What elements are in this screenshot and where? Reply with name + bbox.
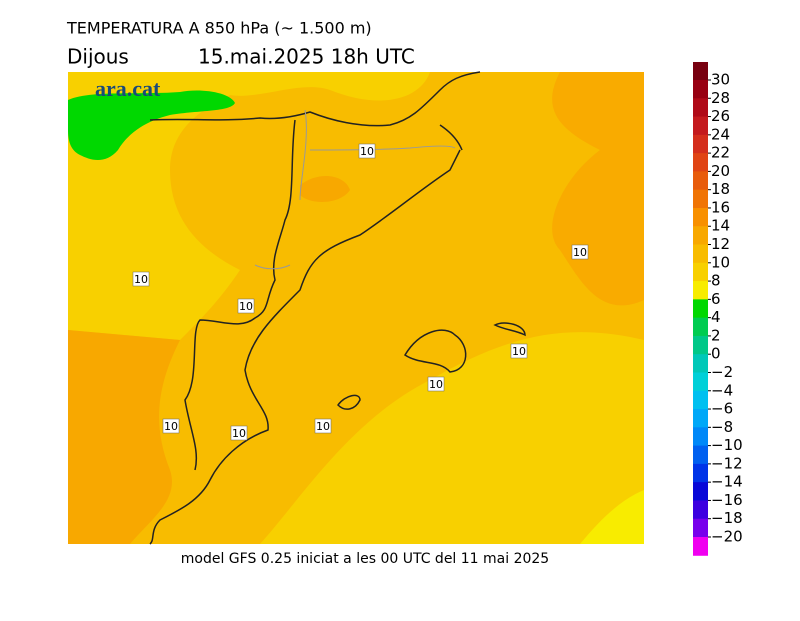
colorbar-label: −8	[711, 418, 733, 436]
contour-label-box	[358, 143, 376, 159]
colorbar-swatch	[693, 372, 708, 392]
colorbar-label: −16	[711, 491, 743, 509]
colorbar-swatch	[693, 317, 708, 337]
colorbar-label: 0	[711, 345, 721, 363]
contour-label-box	[230, 425, 248, 441]
contour-label-box	[314, 418, 332, 434]
colorbar-swatch	[693, 207, 708, 227]
footer: model GFS 0.25 iniciat a les 00 UTC del …	[181, 551, 549, 567]
colorbar-label: −12	[711, 454, 743, 472]
colorbar-swatch	[693, 134, 708, 154]
colorbar-swatch	[693, 299, 708, 319]
colorbar-label: 8	[711, 272, 721, 290]
colorbar-swatch	[693, 262, 708, 282]
contour-label: 10	[512, 345, 526, 358]
colorbar-swatch	[693, 116, 708, 136]
colorbar-swatch	[693, 335, 708, 355]
colorbar-label: 28	[711, 89, 730, 107]
date: 15.mai.2025 18h UTC	[198, 45, 415, 69]
contour-label-box	[132, 271, 150, 287]
colorbar-swatch	[693, 153, 708, 172]
colorbar-swatch	[693, 98, 708, 118]
colorbar-label: −6	[711, 400, 733, 418]
colorbar-label: 16	[711, 198, 730, 216]
contour-label-box	[510, 343, 528, 359]
colorbar-label: 20	[711, 162, 730, 180]
contour-label: 10	[239, 300, 253, 313]
colorbar-swatch	[693, 409, 708, 428]
contour-label: 10	[573, 246, 587, 259]
colorbar-swatch	[693, 226, 708, 246]
colorbar-swatch	[693, 171, 708, 191]
colorbar-swatch	[693, 354, 708, 373]
contour-label-box	[571, 244, 589, 260]
colorbar-swatch	[693, 281, 708, 300]
colorbar-swatch	[693, 482, 708, 501]
colorbar-swatch	[693, 189, 708, 209]
colorbar-label: 14	[711, 217, 730, 235]
colorbar-swatch	[693, 427, 708, 447]
contour-label-box	[162, 418, 180, 434]
colorbar-swatch	[693, 537, 708, 556]
colorbar-swatch	[693, 518, 708, 538]
contour-label: 10	[360, 145, 374, 158]
colorbar-label: 10	[711, 253, 730, 271]
colorbar-label: 26	[711, 107, 730, 125]
colorbar-label: −20	[711, 528, 743, 546]
contour-label: 10	[164, 420, 178, 433]
colorbar-label: −14	[711, 473, 743, 491]
colorbar-swatch	[693, 463, 708, 483]
contour-label-box	[427, 376, 445, 392]
contour-label: 10	[429, 378, 443, 391]
colorbar-label: 18	[711, 180, 730, 198]
colorbar-label: 4	[711, 308, 721, 326]
colorbar-label: −2	[711, 363, 733, 381]
colorbar-label: 12	[711, 235, 730, 253]
colorbar-swatch	[693, 244, 708, 264]
colorbar-label: 2	[711, 326, 721, 344]
colorbar-swatch	[693, 445, 708, 465]
colorbar-label: 24	[711, 125, 730, 143]
contour-label: 10	[232, 427, 246, 440]
colorbar-swatch	[693, 80, 708, 99]
colorbar-label: −4	[711, 381, 733, 399]
colorbar-label: −18	[711, 509, 743, 527]
contour-label: 10	[134, 273, 148, 286]
map	[68, 71, 644, 545]
contour-label: 10	[316, 420, 330, 433]
day: Dijous	[67, 45, 129, 69]
colorbar-swatch	[693, 62, 708, 81]
colorbar-label: 30	[711, 71, 730, 89]
contour-label-box	[237, 298, 255, 314]
colorbar-label: −10	[711, 436, 743, 454]
logo: ara.cat	[95, 76, 161, 101]
title: TEMPERATURA A 850 hPa (~ 1.500 m)	[66, 19, 372, 38]
colorbar-swatch	[693, 500, 708, 520]
colorbar-label: 6	[711, 290, 721, 308]
colorbar-swatch	[693, 390, 708, 410]
colorbar-label: 22	[711, 144, 730, 162]
